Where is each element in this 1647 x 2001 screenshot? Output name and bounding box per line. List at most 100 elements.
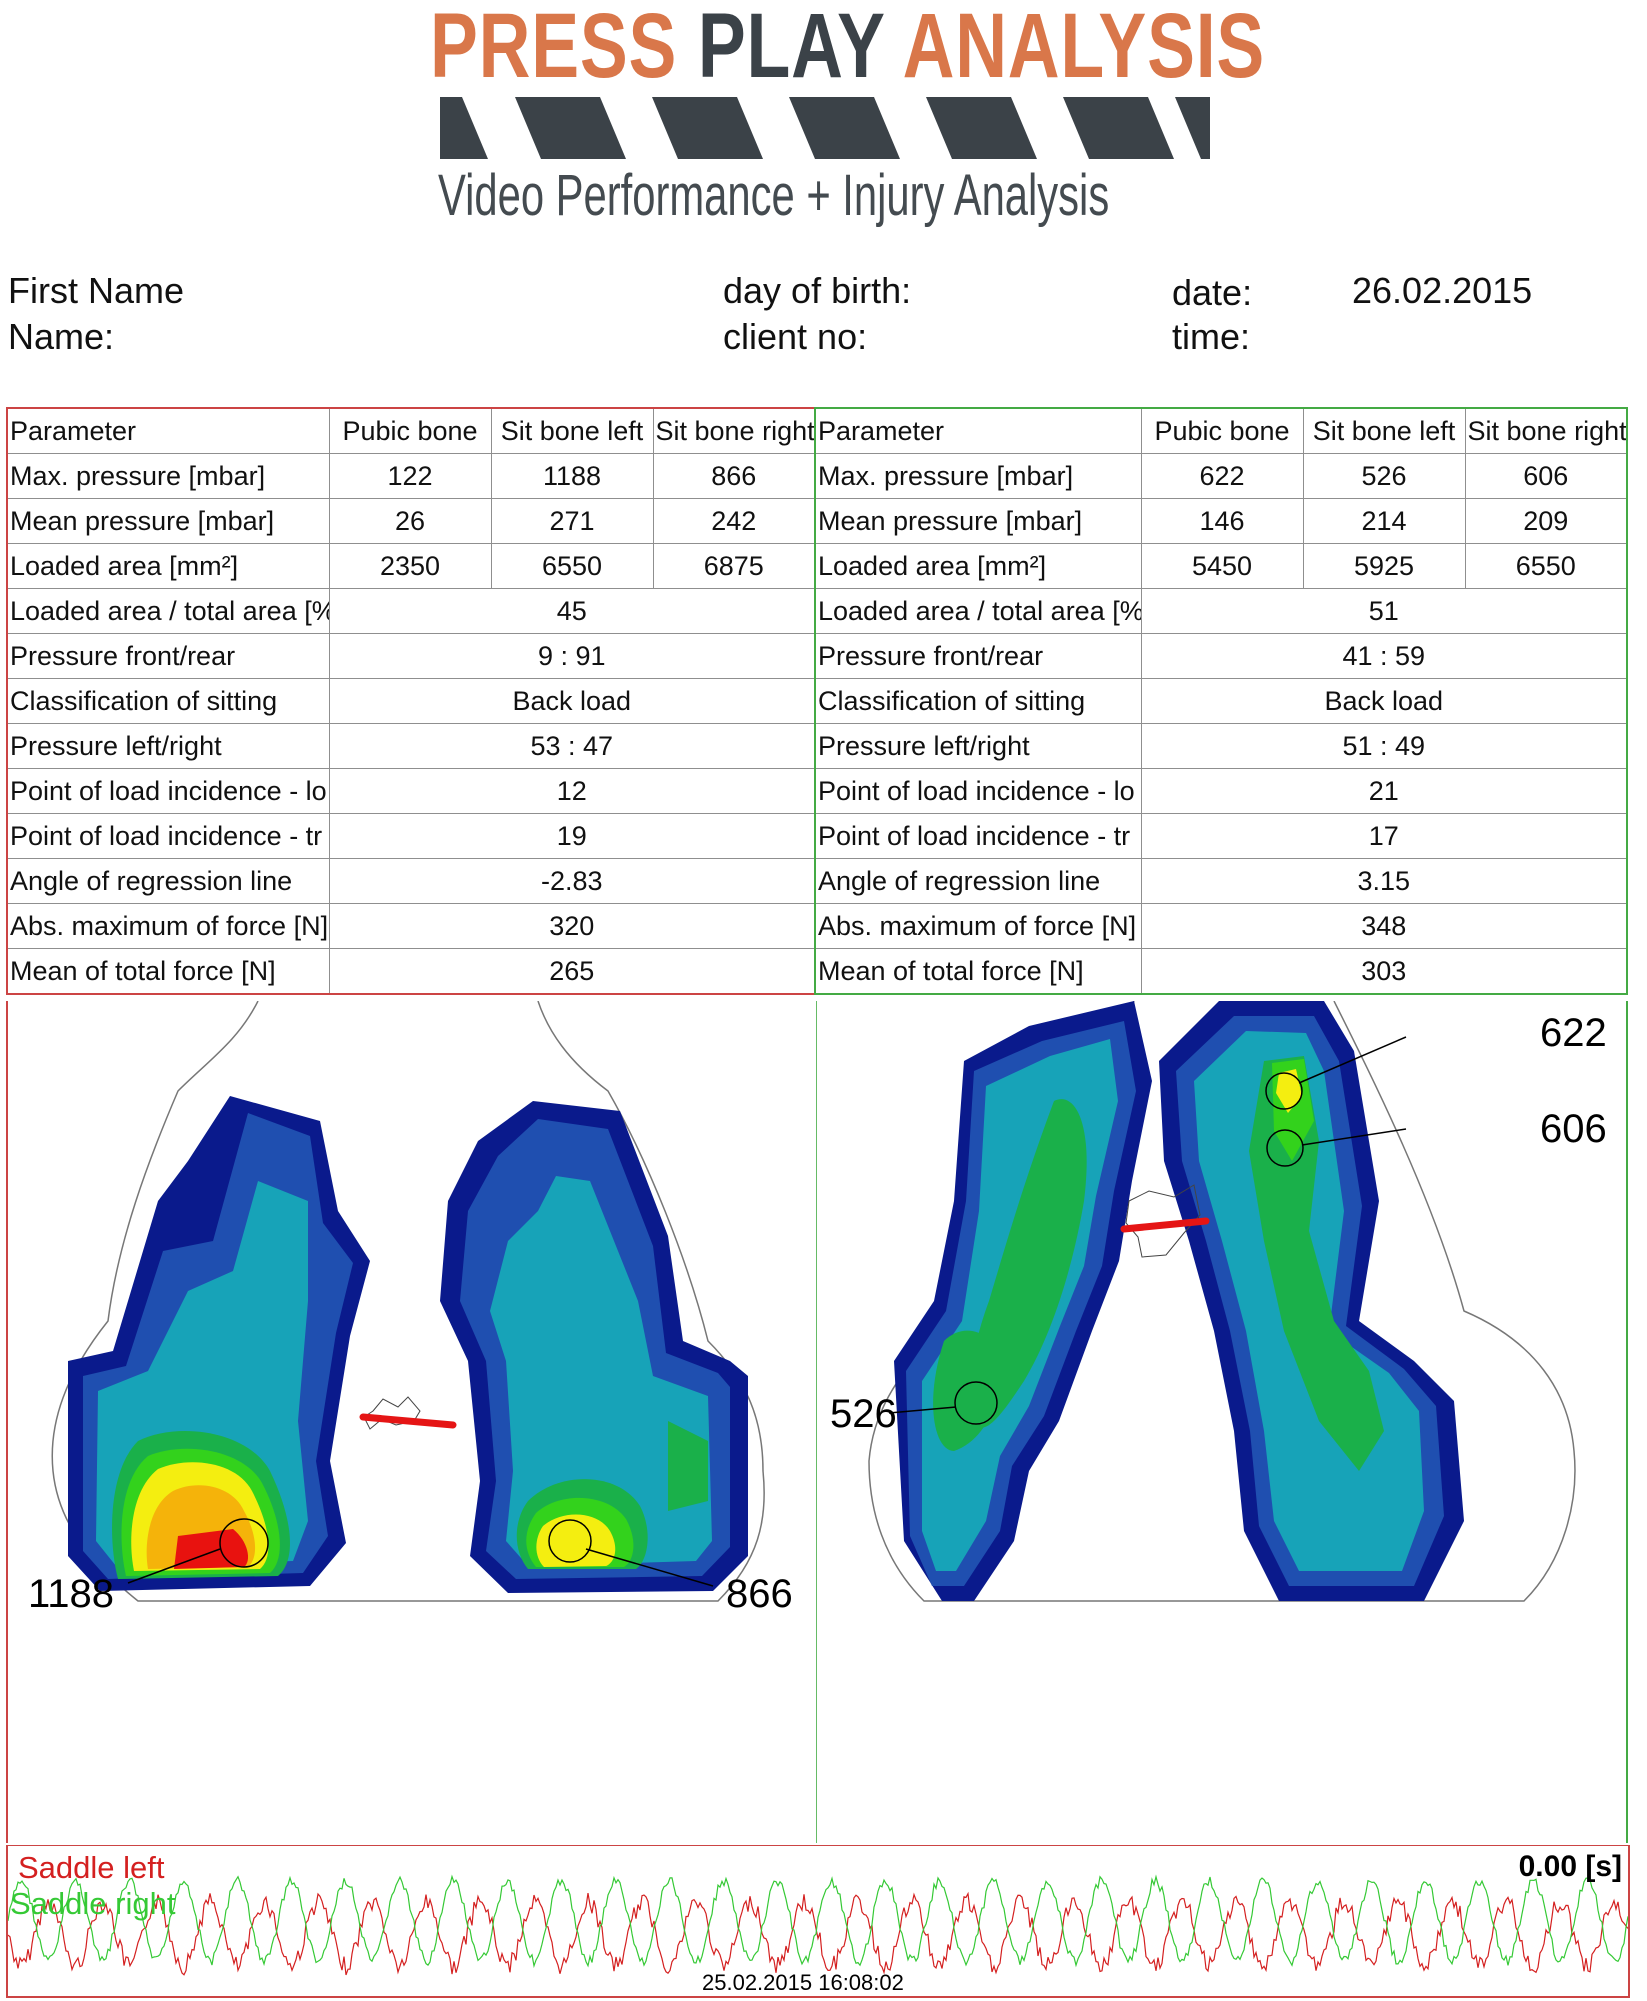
cell-value: Back load [1140,678,1628,724]
table-row: Pressure left/right 53 : 47 [6,723,816,769]
table-row: Loaded area / total area [% 51 [814,588,1628,634]
row-label: Pressure front/rear [814,633,1142,679]
right-sit-bone-area [1159,1001,1464,1601]
table-row: Mean of total force [N] 303 [814,948,1628,995]
table-row: Pressure front/rear 9 : 91 [6,633,816,679]
left-pressure-map [51,1000,765,1602]
row-label: Pressure left/right [6,723,330,769]
cell-value: 242 [652,498,816,544]
cell-value: 5925 [1302,543,1466,589]
row-label: Angle of regression line [6,858,330,904]
table-row: Loaded area [mm²] 5450 5925 6550 [814,543,1628,589]
cell-value: 45 [328,588,816,634]
table-row: Pressure left/right 51 : 49 [814,723,1628,769]
table-row: Max. pressure [mbar] 122 1188 866 [6,453,816,499]
cell-value: 6875 [652,543,816,589]
right-pressure-map [868,1000,1576,1602]
left-parameter-table: Parameter Pubic bone Sit bone left Sit b… [6,407,816,995]
logo-word-analysis: ANALYSIS [902,0,1266,97]
cell-value: 271 [490,498,654,544]
date-label: date: [1172,272,1253,313]
left-sit-bone-area [68,1096,370,1591]
right-parameter-table: Parameter Pubic bone Sit bone left Sit b… [814,407,1628,995]
saddle-left-trace [7,1891,1629,1976]
table-row: Loaded area [mm²] 2350 6550 6875 [6,543,816,589]
cell-value: 320 [328,903,816,949]
table-row: Mean of total force [N] 265 [6,948,816,995]
left-peak-marker [954,1381,998,1425]
logo: PRESS PLAY ANALYSIS Video Performance + … [430,0,1264,230]
dob-label: day of birth: [723,270,912,311]
cell-value: 526 [1302,453,1466,499]
peak-value-label: 606 [1540,1107,1607,1151]
row-label: Point of load incidence - lo [814,768,1142,814]
cell-value: 12 [328,768,816,814]
row-label: Loaded area / total area [% [814,588,1142,634]
peak-value-label: 622 [1540,1011,1607,1055]
force-trace [7,1874,1629,1976]
table-row: Point of load incidence - lo 21 [814,768,1628,814]
cell-value: 1188 [490,453,654,499]
first-name-label: First Name [8,270,185,311]
right-pressure-map-panel: 622 606 526 [814,1000,1628,1843]
table-header-row: Parameter Pubic bone Sit bone left Sit b… [6,407,816,454]
cell-value: 17 [1140,813,1628,859]
row-label: Mean of total force [N] [814,948,1142,995]
table-row: Point of load incidence - tr 19 [6,813,816,859]
right-peak-marker [548,1519,592,1563]
regression-line [1120,1184,1210,1258]
row-label: Point of load incidence - tr [6,813,330,859]
legend-saddle-right: Saddle right [10,1886,176,1921]
logo-word-play: PLAY [697,0,885,97]
saddle-outline [51,1000,765,1602]
row-label: Angle of regression line [814,858,1142,904]
cell-value: 348 [1140,903,1628,949]
row-label: Pressure front/rear [6,633,330,679]
col-header-pubic-bone: Pubic bone [1140,407,1304,454]
cell-value: 622 [1140,453,1304,499]
col-header-parameter: Parameter [814,407,1142,454]
cell-value: 209 [1464,498,1628,544]
left-peak-marker [219,1518,269,1568]
time-label: time: [1172,316,1251,357]
cell-value: Back load [328,678,816,724]
row-label: Loaded area [mm²] [814,543,1142,589]
row-label: Mean pressure [mbar] [6,498,330,544]
cell-value: 9 : 91 [328,633,816,679]
table-row: Mean pressure [mbar] 26 271 242 [6,498,816,544]
right-peak-marker-mid [1266,1129,1304,1167]
table-header-row: Parameter Pubic bone Sit bone left Sit b… [814,407,1628,454]
cell-value: 3.15 [1140,858,1628,904]
row-label: Pressure left/right [814,723,1142,769]
table-row: Point of load incidence - lo 12 [6,768,816,814]
cell-value: 606 [1464,453,1628,499]
clapperboard-stripes-icon [440,97,1210,159]
right-peak-marker-top [1265,1072,1303,1110]
col-header-sit-bone-left: Sit bone left [490,407,654,454]
cell-value: 51 : 49 [1140,723,1628,769]
cell-value: 2350 [328,543,492,589]
logo-title: PRESS PLAY ANALYSIS [430,0,1265,99]
cell-value: 6550 [1464,543,1628,589]
table-row: Loaded area / total area [% 45 [6,588,816,634]
saddle-force-graph: Saddle left Saddle right 0.00 [s] 25.02.… [6,1845,1630,1998]
right-sit-bone-area [440,1101,748,1593]
cell-value: 53 : 47 [328,723,816,769]
row-label: Abs. maximum of force [N] [814,903,1142,949]
row-label: Mean pressure [mbar] [814,498,1142,544]
row-label: Max. pressure [mbar] [814,453,1142,499]
cell-value: 146 [1140,498,1304,544]
cell-value: 214 [1302,498,1466,544]
peak-value-label: 866 [726,1572,793,1616]
cell-value: 41 : 59 [1140,633,1628,679]
cell-value: 303 [1140,948,1628,995]
legend-saddle-left: Saddle left [18,1850,165,1885]
table-row: Abs. maximum of force [N] 320 [6,903,816,949]
col-header-sit-bone-right: Sit bone right [652,407,816,454]
table-row: Angle of regression line 3.15 [814,858,1628,904]
cell-value: 5450 [1140,543,1304,589]
left-pressure-map-panel: 1188 866 [6,1000,817,1843]
table-row: Max. pressure [mbar] 622 526 606 [814,453,1628,499]
peak-value-label: 526 [830,1392,897,1436]
cell-value: 19 [328,813,816,859]
